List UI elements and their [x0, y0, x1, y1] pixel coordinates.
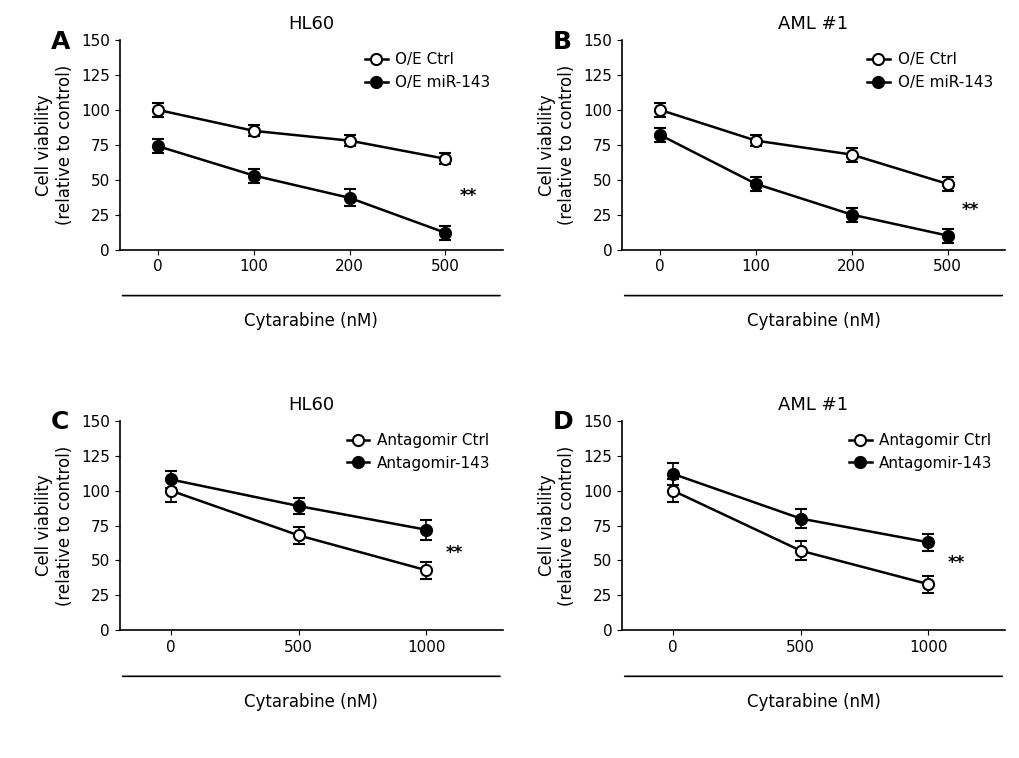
Legend: O/E Ctrl, O/E miR-143: O/E Ctrl, O/E miR-143 [861, 48, 997, 95]
Title: HL60: HL60 [288, 396, 334, 414]
Text: Cytarabine (nM): Cytarabine (nM) [746, 693, 879, 711]
Text: **: ** [460, 187, 477, 205]
Title: HL60: HL60 [288, 15, 334, 33]
Y-axis label: Cell viability
(relative to control): Cell viability (relative to control) [36, 446, 74, 606]
Text: **: ** [961, 202, 978, 219]
Text: **: ** [947, 554, 964, 572]
Y-axis label: Cell viability
(relative to control): Cell viability (relative to control) [36, 64, 74, 225]
Title: AML #1: AML #1 [777, 15, 848, 33]
Text: A: A [51, 30, 70, 54]
Text: C: C [51, 410, 69, 434]
Text: D: D [552, 410, 573, 434]
Text: B: B [552, 30, 572, 54]
Text: Cytarabine (nM): Cytarabine (nM) [746, 312, 879, 330]
Legend: Antagomir Ctrl, Antagomir-143: Antagomir Ctrl, Antagomir-143 [341, 428, 494, 475]
Legend: Antagomir Ctrl, Antagomir-143: Antagomir Ctrl, Antagomir-143 [844, 428, 997, 475]
Text: Cytarabine (nM): Cytarabine (nM) [245, 312, 378, 330]
Text: Cytarabine (nM): Cytarabine (nM) [245, 693, 378, 711]
Y-axis label: Cell viability
(relative to control): Cell viability (relative to control) [537, 446, 576, 606]
Y-axis label: Cell viability
(relative to control): Cell viability (relative to control) [537, 64, 576, 225]
Title: AML #1: AML #1 [777, 396, 848, 414]
Legend: O/E Ctrl, O/E miR-143: O/E Ctrl, O/E miR-143 [360, 48, 494, 95]
Text: **: ** [445, 544, 463, 562]
